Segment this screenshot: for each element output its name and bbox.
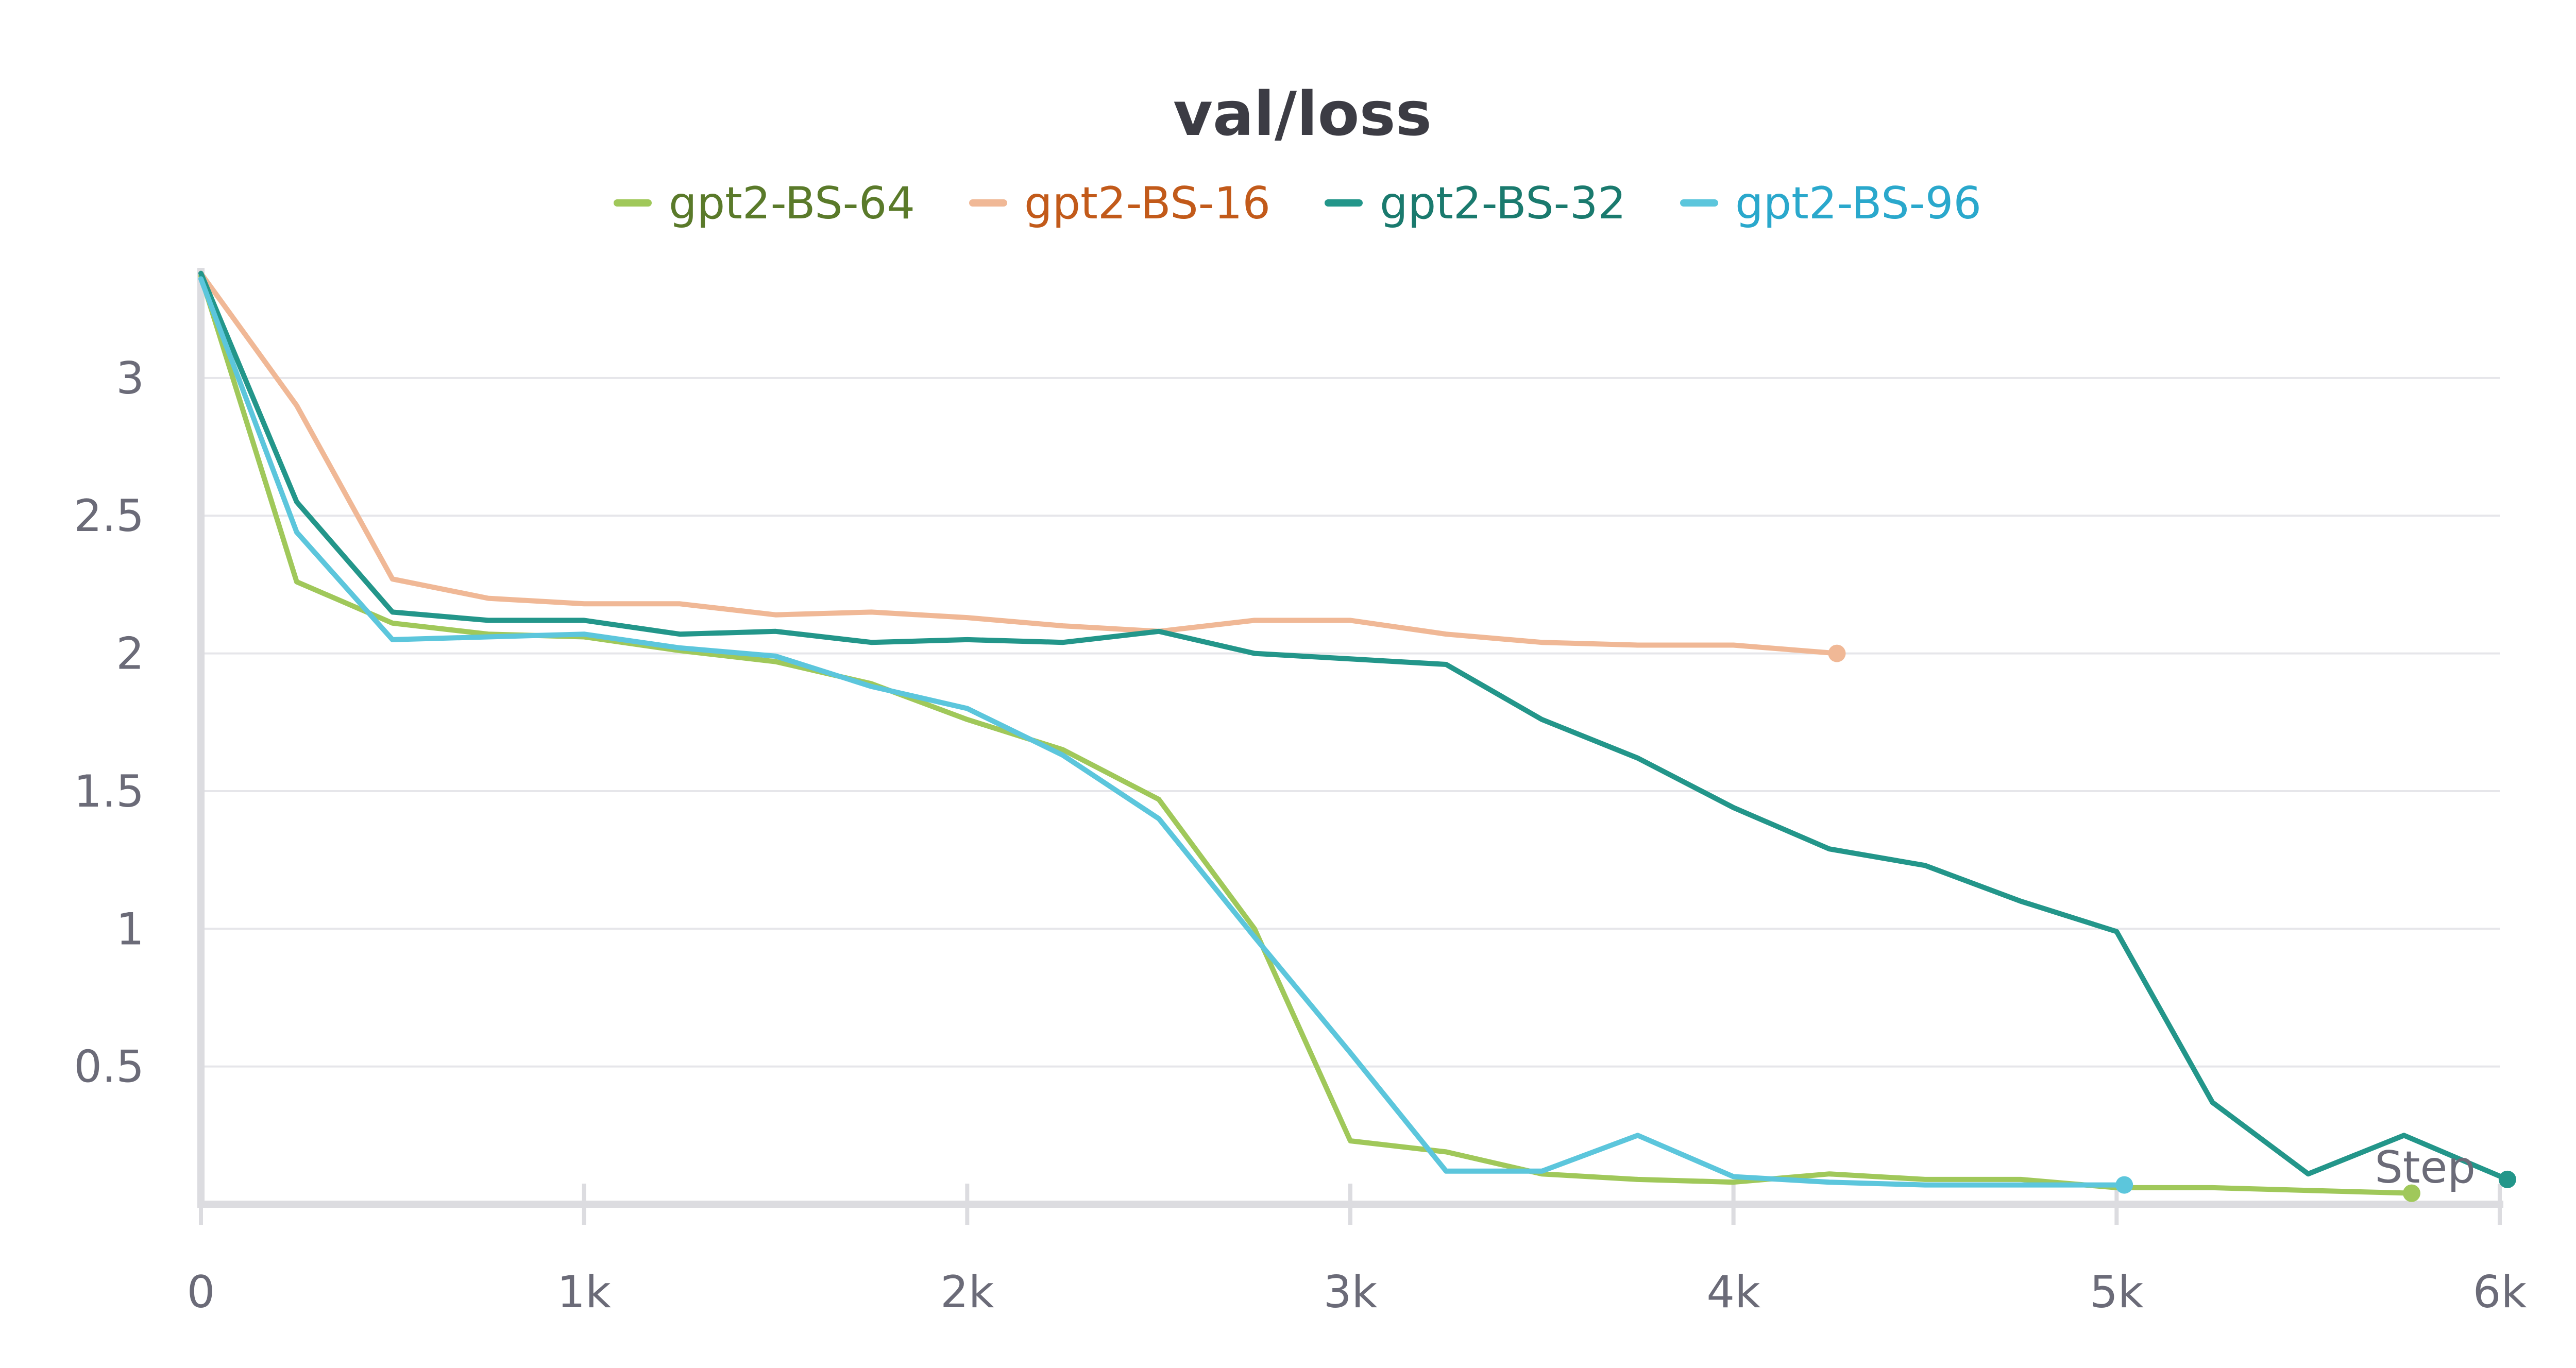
grid <box>201 377 2500 1068</box>
x-tick-label: 0 <box>187 1267 215 1318</box>
series-line-gpt2-BS-96 <box>198 276 2127 1188</box>
y-tick-label: 1.5 <box>74 766 144 817</box>
series-end-marker <box>2498 1170 2516 1188</box>
series-line-gpt2-BS-32 <box>198 270 2510 1182</box>
legend-label: gpt2-BS-64 <box>669 178 915 229</box>
legend-label: gpt2-BS-96 <box>1735 178 1981 229</box>
legend-item[interactable]: gpt2-BS-32 <box>1325 178 1626 229</box>
chart-title: val/loss <box>1173 78 1432 149</box>
legend-item[interactable]: gpt2-BS-16 <box>969 178 1270 229</box>
x-tick-label: 2k <box>940 1267 994 1318</box>
y-tick-label: 1 <box>116 903 144 955</box>
x-axis-label: Step <box>2375 1142 2476 1193</box>
series-end-marker <box>2115 1176 2133 1194</box>
series-line-gpt2-BS-64 <box>198 273 2414 1196</box>
y-tick-label: 0.5 <box>74 1041 144 1093</box>
axes <box>197 268 2503 1225</box>
series-line-gpt2-BS-16 <box>198 270 1840 656</box>
series-end-markers <box>1828 644 2516 1202</box>
tick-labels: 0.5 1 1.5 2 2.5 3 0 1k 2k 3k 4k 5k 6k <box>74 353 2527 1318</box>
legend: gpt2-BS-64 gpt2-BS-16 gpt2-BS-32 gpt2-BS-96 <box>614 178 1981 229</box>
x-tick-label: 5k <box>2090 1267 2144 1318</box>
series-end-marker <box>2402 1184 2420 1202</box>
series-end-marker <box>1828 644 1846 662</box>
y-tick-label: 2.5 <box>74 490 144 542</box>
x-tick-label: 4k <box>1706 1267 1760 1318</box>
legend-item[interactable]: gpt2-BS-96 <box>1680 178 1981 229</box>
legend-item[interactable]: gpt2-BS-64 <box>614 178 915 229</box>
legend-label: gpt2-BS-16 <box>1024 178 1270 229</box>
x-tick-label: 6k <box>2473 1267 2527 1318</box>
y-tick-label: 2 <box>116 628 144 680</box>
x-tick-label: 1k <box>557 1267 611 1318</box>
legend-label: gpt2-BS-32 <box>1380 178 1626 229</box>
x-tick-label: 3k <box>1324 1267 1378 1318</box>
y-tick-label: 3 <box>116 353 144 404</box>
series-lines <box>198 270 2510 1196</box>
